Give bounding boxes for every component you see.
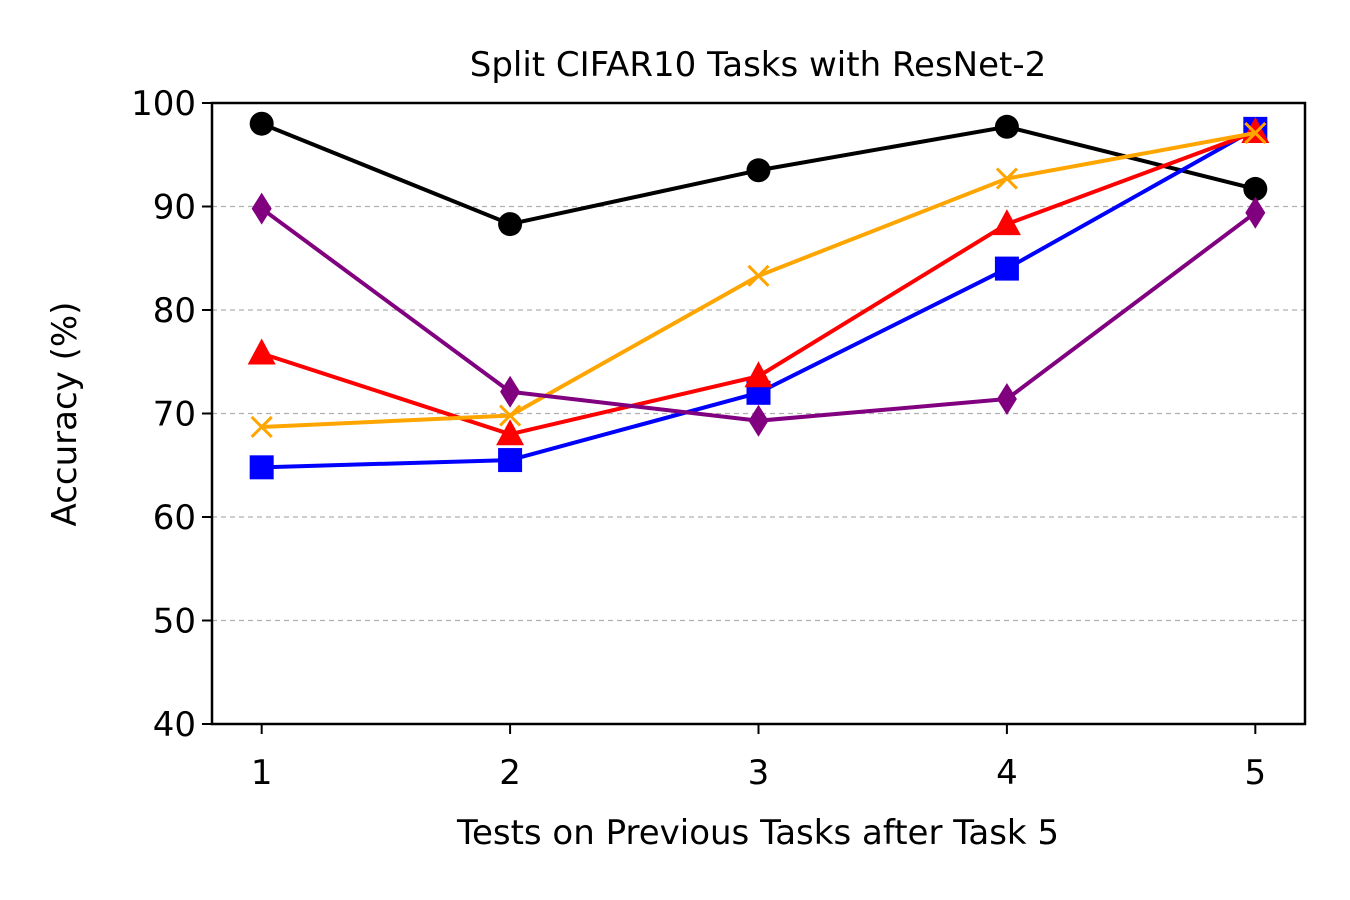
data-point-square <box>994 256 1019 281</box>
x-tick-label: 4 <box>996 753 1018 793</box>
data-point-diamond <box>1245 196 1266 229</box>
y-tick-label: 80 <box>153 291 196 331</box>
data-point-diamond <box>748 404 769 437</box>
y-tick-label: 100 <box>131 84 196 124</box>
x-tick-label: 5 <box>1244 753 1266 793</box>
data-point-circle <box>746 158 771 183</box>
data-point-square <box>249 455 274 480</box>
data-point-diamond <box>500 375 521 408</box>
data-point-circle <box>498 212 523 237</box>
y-tick-label: 60 <box>153 498 196 538</box>
data-point-square <box>498 448 523 473</box>
series-2 <box>247 116 1270 446</box>
x-tick-label: 2 <box>499 753 521 793</box>
data-point-triangle <box>1241 116 1270 143</box>
data-point-circle <box>249 111 274 136</box>
x-tick-label: 1 <box>251 753 273 793</box>
y-tick-label: 90 <box>153 188 196 228</box>
data-point-x <box>499 404 522 427</box>
data-point-triangle <box>247 338 276 365</box>
x-axis-title: Tests on Previous Tasks after Task 5 <box>456 813 1059 853</box>
series-4 <box>251 192 1266 437</box>
x-tick-label: 3 <box>748 753 770 793</box>
x-axis: 1 2 3 4 5 <box>251 724 1266 793</box>
y-tick-label: 50 <box>153 602 196 642</box>
data-point-x <box>1244 121 1267 145</box>
data-point-triangle <box>992 209 1021 236</box>
data-point-triangle <box>496 419 525 446</box>
y-tick-label: 70 <box>153 395 196 435</box>
data-point-diamond <box>996 383 1017 416</box>
data-point-diamond <box>251 192 272 225</box>
data-point-x <box>747 264 770 287</box>
series-group <box>247 111 1270 480</box>
y-axis: 40 50 60 70 80 90 100 <box>131 84 212 745</box>
data-point-triangle <box>744 361 773 388</box>
series-3 <box>250 121 1267 439</box>
data-point-circle <box>1243 176 1268 201</box>
y-axis-title: Accuracy (%) <box>45 302 85 527</box>
data-point-circle <box>994 114 1019 139</box>
data-point-x <box>995 167 1018 190</box>
data-point-x <box>250 415 273 439</box>
chart-title: Split CIFAR10 Tasks with ResNet-2 <box>470 45 1047 85</box>
y-tick-label: 40 <box>153 705 196 745</box>
series-0 <box>249 111 1268 237</box>
